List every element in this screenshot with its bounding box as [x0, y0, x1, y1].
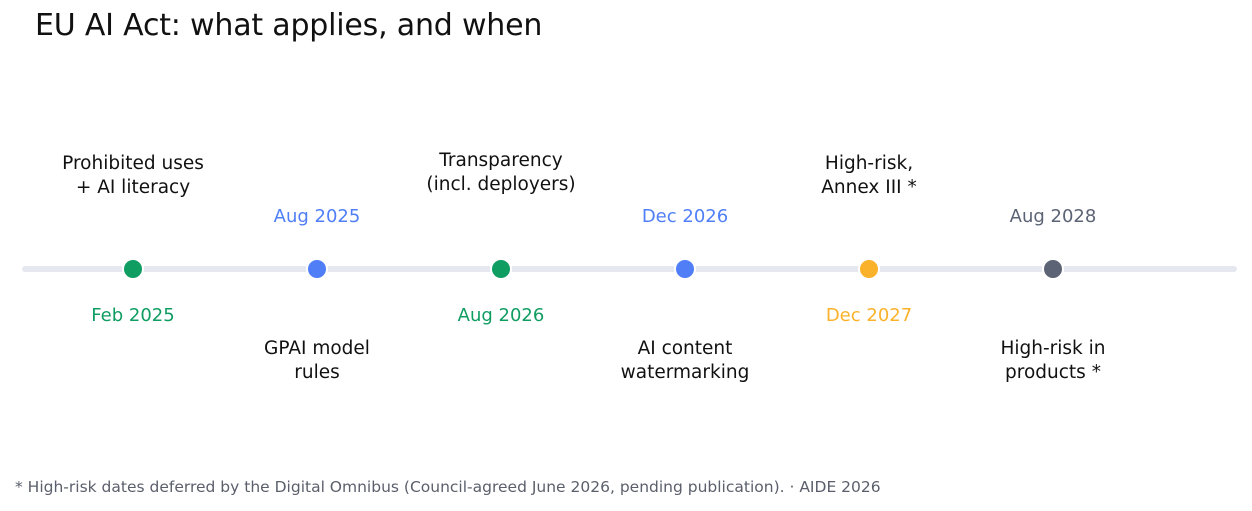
timeline-axis	[22, 266, 1237, 272]
milestone-aug-2028: Aug 2028 High-risk in products *	[953, 0, 1153, 511]
milestone-label: High-risk, Annex III *	[769, 152, 969, 200]
milestone-label-line: GPAI model	[264, 338, 370, 359]
milestone-label-line: High-risk,	[824, 153, 914, 174]
milestone-date: Aug 2026	[457, 305, 545, 326]
milestone-label-line: products *	[1005, 362, 1101, 383]
milestone-label: GPAI model rules	[217, 337, 417, 385]
milestone-label-line: watermarking	[620, 362, 750, 383]
milestone-feb-2025: Prohibited uses + AI literacy Feb 2025	[33, 0, 233, 511]
milestone-aug-2026: Transparency (incl. deployers) Aug 2026	[401, 0, 601, 511]
milestone-date: Aug 2028	[1009, 206, 1097, 227]
milestone-label-line: High-risk in	[1000, 338, 1106, 359]
footnote: * High-risk dates deferred by the Digita…	[15, 478, 881, 496]
milestone-dec-2027: High-risk, Annex III * Dec 2027	[769, 0, 969, 511]
milestone-label-line: AI content	[637, 338, 733, 359]
milestone-label-line: Transparency	[439, 150, 563, 171]
milestone-aug-2025: Aug 2025 GPAI model rules	[217, 0, 417, 511]
milestone-label-line: + AI literacy	[75, 177, 191, 198]
milestone-date: Feb 2025	[91, 305, 175, 326]
milestone-label-line: (incl. deployers)	[426, 174, 576, 195]
milestone-label: High-risk in products *	[953, 337, 1153, 385]
milestone-label-line: Prohibited uses	[62, 153, 204, 174]
milestone-date: Dec 2027	[825, 305, 913, 326]
milestone-label: AI content watermarking	[585, 337, 785, 385]
milestone-label-line: rules	[294, 362, 340, 383]
milestone-date: Aug 2025	[273, 206, 361, 227]
milestone-date: Dec 2026	[641, 206, 729, 227]
milestone-label: Transparency (incl. deployers)	[401, 149, 601, 197]
page-title: EU AI Act: what applies, and when	[35, 8, 543, 43]
milestone-label: Prohibited uses + AI literacy	[33, 152, 233, 200]
milestone-dec-2026: Dec 2026 AI content watermarking	[585, 0, 785, 511]
milestone-label-line: Annex III *	[821, 177, 917, 198]
